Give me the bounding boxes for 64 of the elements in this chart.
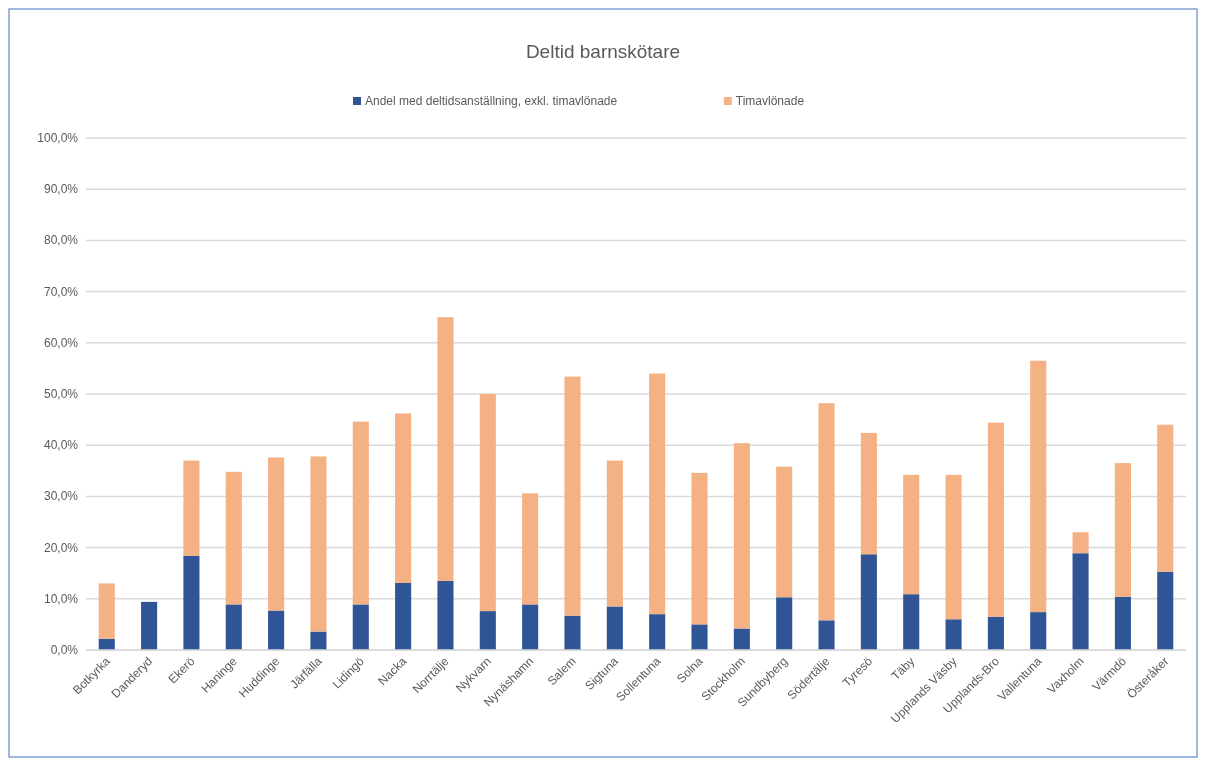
bar	[818, 403, 835, 621]
y-tick-label: 30,0%	[43, 489, 79, 504]
bar	[606, 460, 623, 607]
bar	[522, 493, 539, 605]
y-tick-label: 70,0%	[43, 284, 79, 299]
bar	[776, 466, 793, 598]
bar	[860, 432, 877, 555]
y-tick-label: 100,0%	[37, 131, 79, 145]
bar	[1072, 553, 1089, 650]
bar	[437, 317, 454, 581]
bar	[183, 555, 200, 650]
y-tick-label: 20,0%	[43, 540, 79, 555]
bar	[945, 474, 962, 620]
bar	[225, 604, 242, 650]
bar	[1114, 463, 1131, 597]
bar	[437, 580, 454, 650]
bar	[310, 456, 327, 632]
y-tick-label: 60,0%	[43, 335, 79, 350]
bar	[352, 604, 369, 650]
bar	[1072, 532, 1089, 554]
bar	[183, 460, 200, 556]
bar	[310, 631, 327, 650]
legend-label: Andel med deltidsanställning, exkl. timavlönade	[365, 94, 618, 108]
bar	[268, 610, 285, 650]
bar	[903, 594, 920, 650]
bar	[141, 601, 158, 650]
bar	[1157, 424, 1174, 572]
bar	[564, 615, 581, 650]
bar	[818, 620, 835, 650]
bar	[1114, 596, 1131, 650]
bar	[776, 597, 793, 650]
bar	[98, 583, 115, 639]
bar	[903, 474, 920, 595]
bar	[691, 624, 708, 650]
bar	[479, 611, 496, 650]
y-tick-label: 50,0%	[43, 387, 79, 401]
bar	[479, 394, 496, 612]
y-tick-label: 40,0%	[43, 438, 79, 453]
legend-label: Timavlönade	[735, 94, 805, 108]
bar	[268, 457, 285, 611]
y-tick-label: 80,0%	[43, 233, 79, 248]
bar	[564, 376, 581, 616]
chart-title: Deltid barnskötare	[525, 41, 681, 62]
y-tick-label: 90,0%	[43, 182, 79, 197]
bar	[987, 422, 1004, 617]
bar	[649, 373, 666, 615]
bar	[352, 421, 369, 605]
bar	[225, 471, 242, 605]
bar	[606, 606, 623, 650]
bar	[649, 614, 666, 650]
bar	[733, 443, 750, 629]
bar	[987, 616, 1004, 650]
bar	[691, 472, 708, 625]
bar	[860, 554, 877, 650]
bar	[1030, 360, 1047, 613]
y-tick-label: 10,0%	[43, 591, 79, 606]
bar	[1157, 571, 1174, 650]
bar	[395, 582, 412, 650]
bar	[945, 619, 962, 650]
y-tick-label: 0,0%	[50, 643, 79, 657]
bar	[522, 604, 539, 650]
bar	[395, 413, 412, 583]
bar	[1030, 612, 1047, 650]
bar	[733, 628, 750, 650]
